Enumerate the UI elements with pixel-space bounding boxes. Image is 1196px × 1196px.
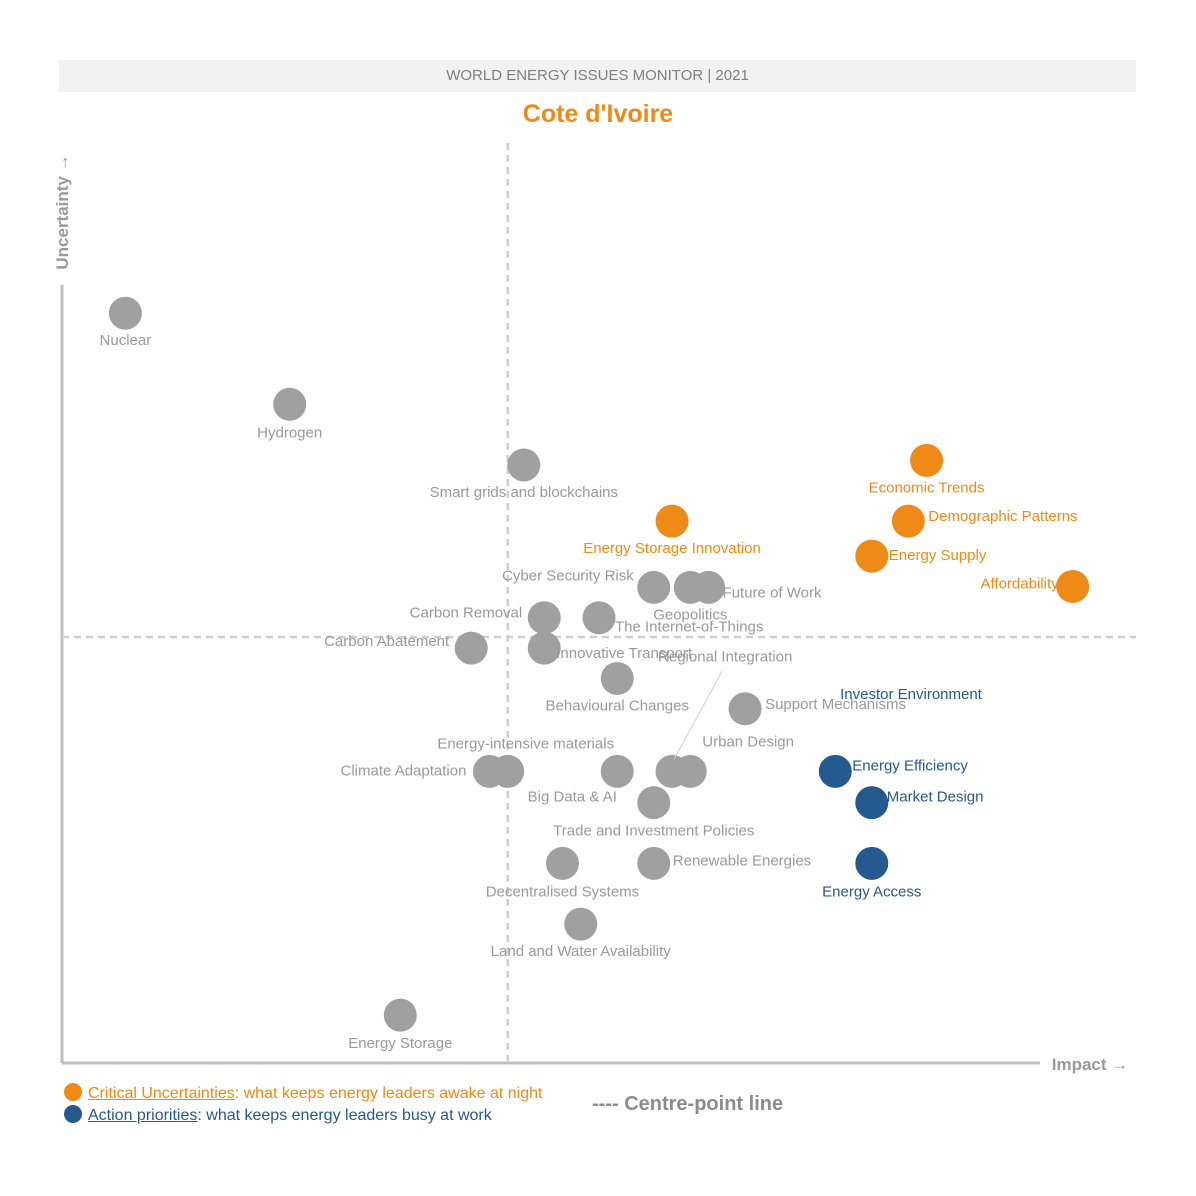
point-energy-access xyxy=(855,846,889,880)
point-label-future-of-work: Future of Work xyxy=(723,584,822,601)
legend-action-term: Action priorities xyxy=(88,1107,198,1124)
point-label-innovative-transport: Innovative Transport xyxy=(556,645,693,662)
point-cyber-security-risk xyxy=(637,570,671,604)
point-label-decentralised-systems: Decentralised Systems xyxy=(486,883,639,900)
point-label-trade-and-investment-policies: Trade and Investment Policies xyxy=(553,823,754,840)
point-label-energy-storage: Energy Storage xyxy=(348,1035,452,1052)
point-hydrogen xyxy=(273,387,307,421)
point-land-and-water-availability xyxy=(564,907,598,941)
point-label-support-mechanisms: Support Mechanisms xyxy=(765,696,906,713)
report-banner: WORLD ENERGY ISSUES MONITOR | 2021 xyxy=(59,60,1136,92)
point-urban-design xyxy=(673,754,707,788)
point-decentralised-systems xyxy=(545,846,579,880)
point-label-regional-integration: Regional Integration xyxy=(658,648,792,665)
point-label-renewable-energies: Renewable Energies xyxy=(673,852,811,869)
point-label-market-design: Market Design xyxy=(887,789,984,806)
leader-line-regional-integration xyxy=(673,671,723,760)
point-label-the-internet-of-things: The Internet-of-Things xyxy=(615,619,763,636)
point-trade-and-investment-policies xyxy=(637,786,671,820)
point-demographic-patterns xyxy=(891,504,925,538)
point-support-mechanisms xyxy=(728,692,762,726)
critical-dot-icon xyxy=(64,1083,82,1101)
point-label-economic-trends: Economic Trends xyxy=(869,479,985,496)
point-innovative-transport xyxy=(527,631,561,665)
point-label-land-and-water-availability: Land and Water Availability xyxy=(491,943,672,960)
chart-title: Cote d'Ivoire xyxy=(522,100,674,128)
point-label-energy-access: Energy Access xyxy=(822,883,921,900)
point-label-energy-storage-innovation: Energy Storage Innovation xyxy=(583,540,761,557)
point-label-climate-adaptation: Climate Adaptation xyxy=(341,762,467,779)
point-label-investor-environment: Investor Environment xyxy=(840,686,983,703)
point-market-design xyxy=(855,786,889,820)
point-big-data-ai xyxy=(600,754,634,788)
point-future-of-work xyxy=(692,570,726,604)
legend-action-desc: : what keeps energy leaders busy at work xyxy=(197,1107,492,1124)
point-label-cyber-security-risk: Cyber Security Risk xyxy=(502,567,634,584)
point-label-carbon-removal: Carbon Removal xyxy=(410,605,523,622)
legend-critical: Critical Uncertainties: what keeps energ… xyxy=(64,1083,542,1103)
legend-centre-line: ---- Centre-point line xyxy=(592,1093,784,1115)
point-label-smart-grids-and-blockchains: Smart grids and blockchains xyxy=(430,484,618,501)
point-label-demographic-patterns: Demographic Patterns xyxy=(928,508,1077,525)
point-smart-grids-and-blockchains xyxy=(507,448,541,482)
point-energy-storage xyxy=(383,998,417,1032)
point-affordability xyxy=(1056,569,1090,603)
point-label-nuclear: Nuclear xyxy=(100,332,152,349)
point-energy-storage-innovation xyxy=(655,504,689,538)
legend-action: Action priorities: what keeps energy lea… xyxy=(64,1105,492,1125)
point-economic-trends xyxy=(910,443,944,477)
action-dot-icon xyxy=(64,1105,82,1123)
point-label-geopolitics: Geopolitics xyxy=(653,606,727,623)
point-the-internet-of-things xyxy=(582,601,616,635)
point-energy-efficiency xyxy=(818,754,852,788)
point-label-urban-design: Urban Design xyxy=(702,733,794,750)
x-axis-label: Impact → xyxy=(1052,1055,1129,1074)
point-energy-supply xyxy=(855,539,889,573)
y-axis-label: Uncertainty → xyxy=(53,154,72,269)
point-climate-adaptation xyxy=(472,754,506,788)
point-label-big-data-ai: Big Data & AI xyxy=(528,788,617,805)
legend-critical-desc: : what keeps energy leaders awake at nig… xyxy=(234,1085,543,1102)
point-label-energy-supply: Energy Supply xyxy=(889,547,987,564)
point-renewable-energies xyxy=(637,846,671,880)
point-label-energy-efficiency: Energy Efficiency xyxy=(852,757,968,774)
point-label-carbon-abatement: Carbon Abatement xyxy=(324,633,450,650)
point-carbon-removal xyxy=(527,601,561,635)
point-label-hydrogen: Hydrogen xyxy=(257,424,322,441)
point-label-behavioural-changes: Behavioural Changes xyxy=(546,697,689,714)
point-behavioural-changes xyxy=(600,661,634,695)
point-label-energy-intensive-materials: Energy-intensive materials xyxy=(437,735,614,752)
legend-critical-term: Critical Uncertainties xyxy=(88,1085,235,1102)
point-carbon-abatement xyxy=(454,631,488,665)
point-nuclear xyxy=(108,296,142,330)
point-label-affordability: Affordability xyxy=(981,575,1060,592)
